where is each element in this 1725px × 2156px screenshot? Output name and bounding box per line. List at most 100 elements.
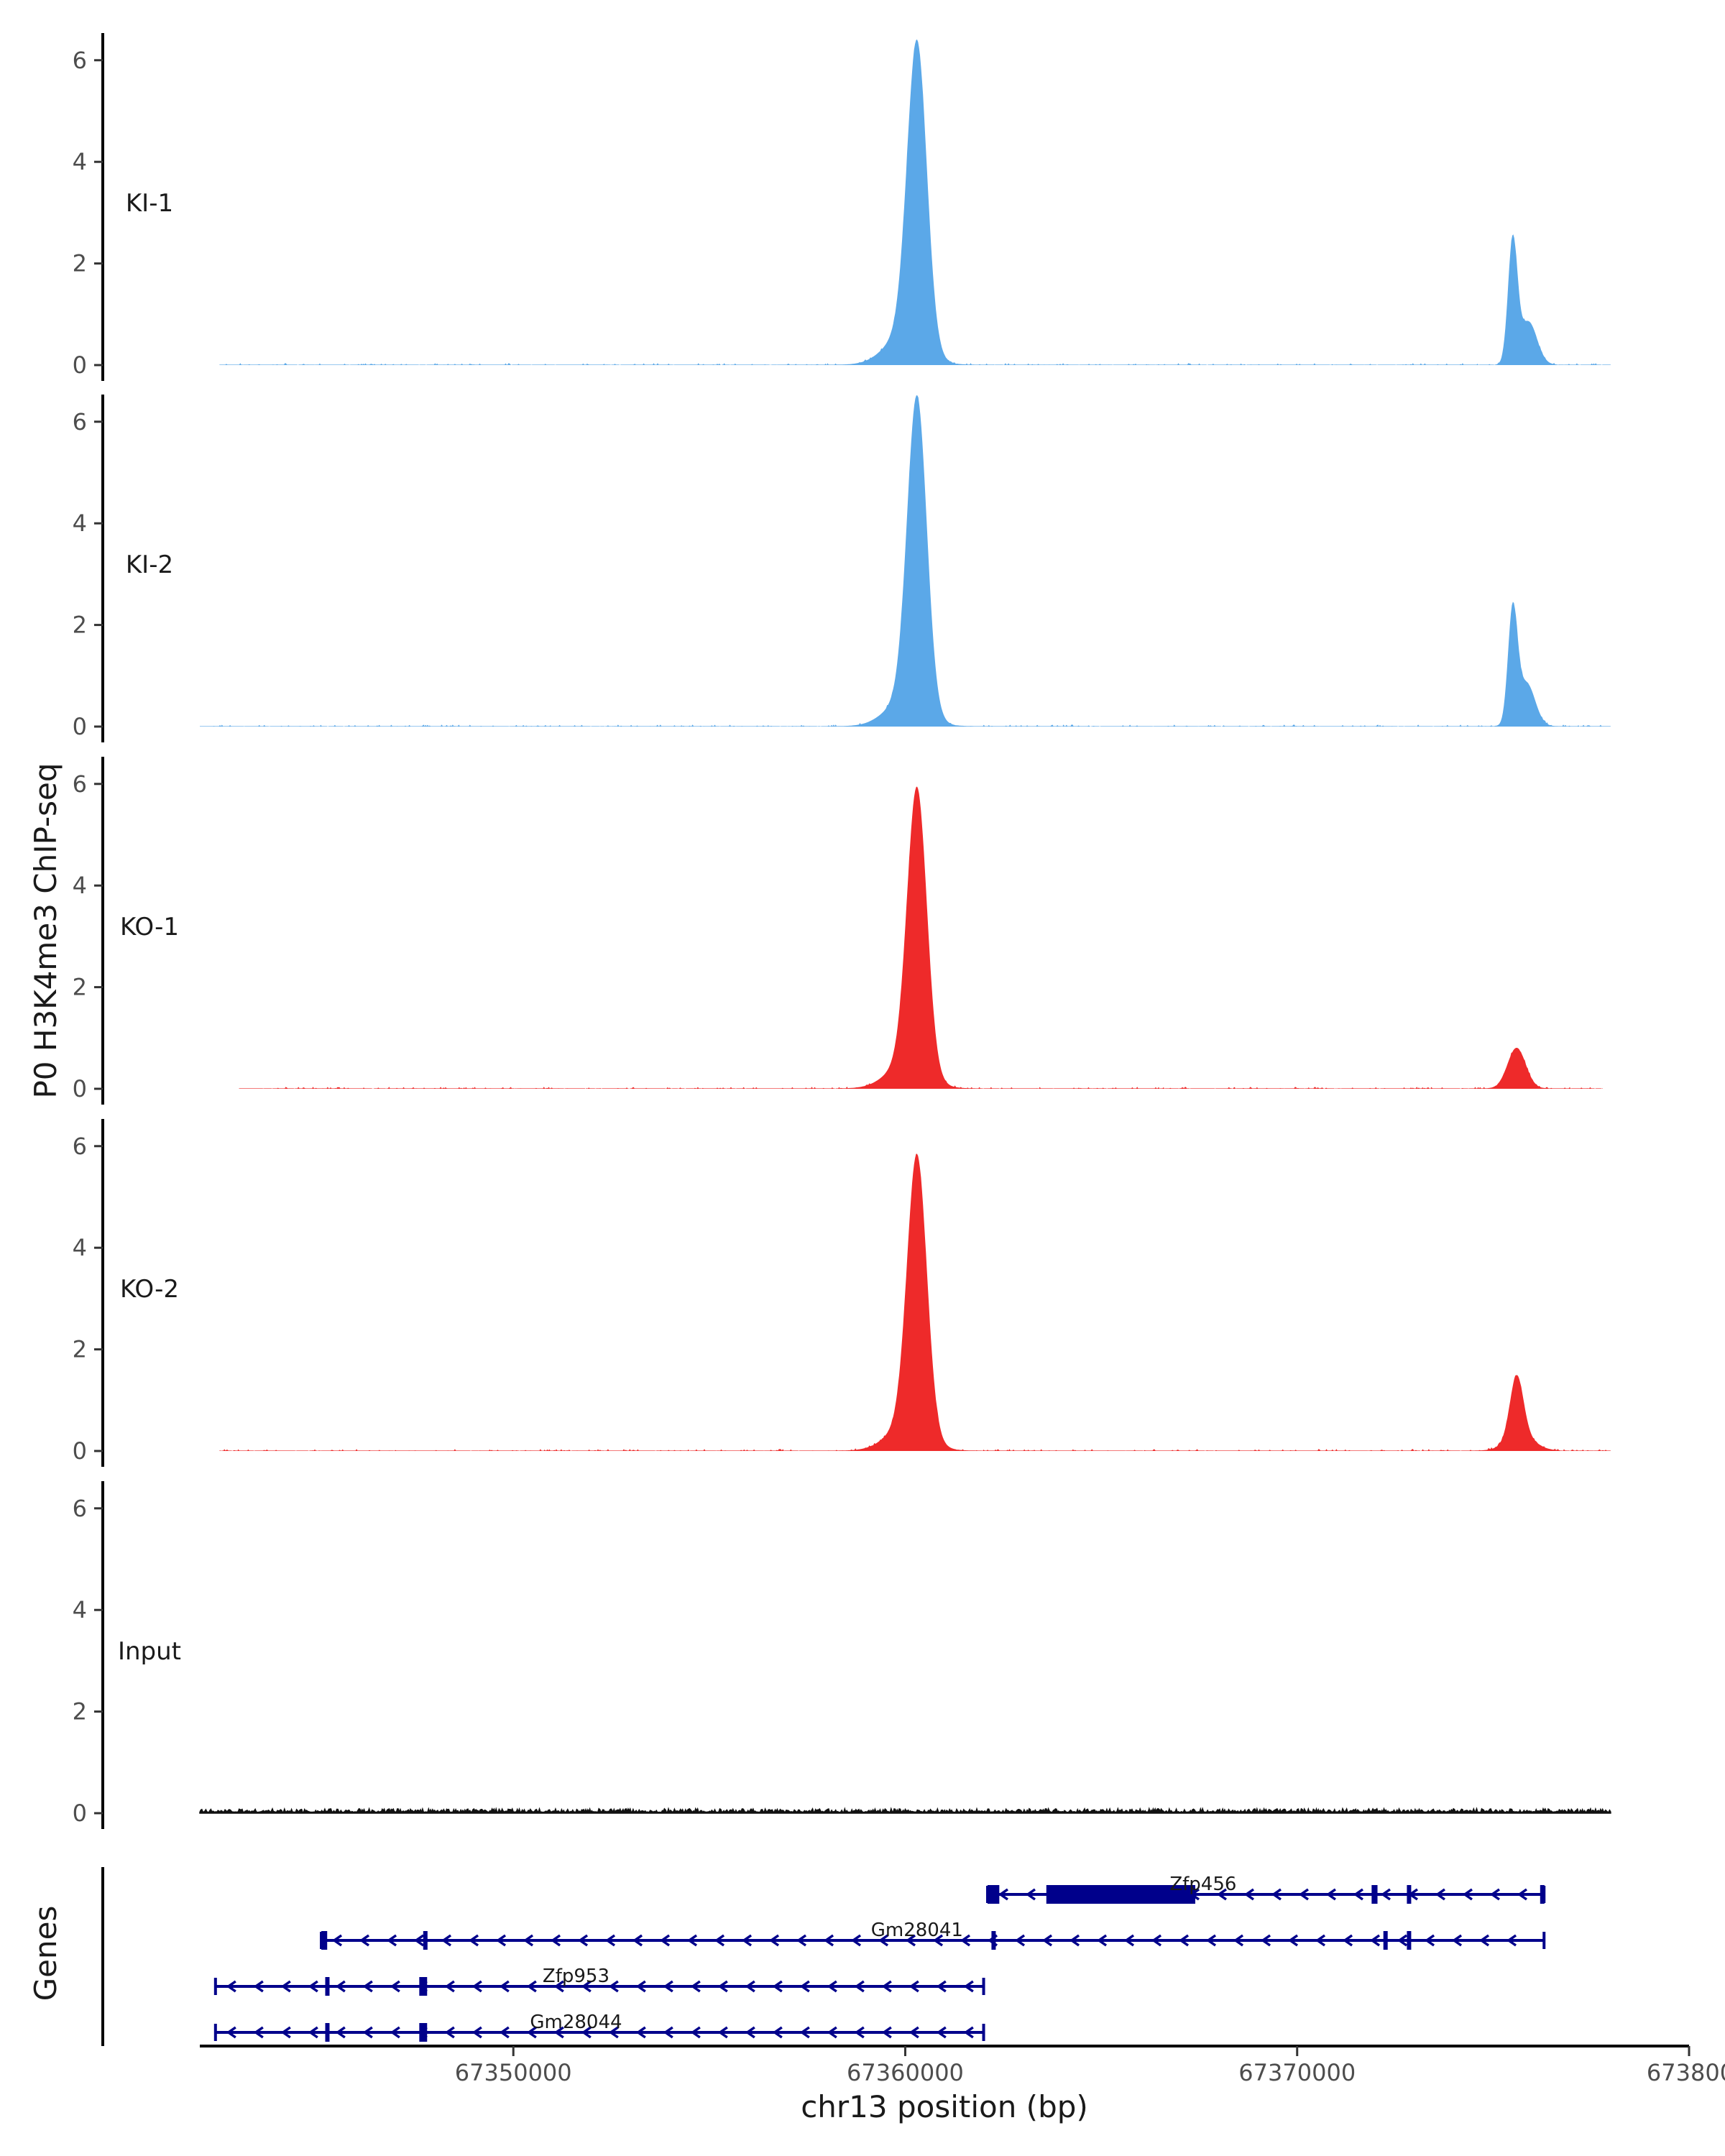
strand-arrow (390, 2026, 400, 2039)
strand-arrow (1178, 1934, 1190, 1947)
strand-arrow (1462, 1888, 1473, 1901)
strand-arrow (690, 1980, 701, 1993)
strand-arrow (441, 1934, 452, 1947)
strand-arrow (1451, 1934, 1463, 1947)
strand-arrow (908, 1980, 919, 1993)
strand-arrow (1380, 1888, 1391, 1901)
gene-annotation-track: Zfp456 Gm28041 Zfp953 Gm28044 (101, 1867, 1546, 2046)
strand-arrow (553, 2026, 564, 2039)
signal-area (219, 1153, 1611, 1451)
strand-arrow (280, 1980, 291, 1993)
track-label: KI-1 (126, 189, 173, 218)
exon (325, 1977, 330, 1996)
strand-arrow (1478, 1934, 1490, 1947)
exon (987, 1885, 1000, 1904)
y-tick-label: 0 (73, 1437, 87, 1465)
track-ki-2: 0 2 4 6 KI-2 (73, 395, 1611, 742)
strand-arrow (413, 1934, 425, 1947)
strand-arrow (717, 1980, 728, 1993)
track-ko-1: 0 2 4 6 KO-1 (73, 757, 1603, 1105)
x-tick-label: 67360000 (847, 2059, 964, 2086)
y-tick-label: 2 (73, 1336, 87, 1363)
strand-arrow (550, 1934, 561, 1947)
exon (423, 1931, 428, 1950)
track-label: Input (118, 1637, 181, 1666)
exon (1371, 1885, 1378, 1904)
strand-arrow (468, 1934, 479, 1947)
strand-arrow (226, 2026, 236, 2039)
track-ki-1: 0 2 4 6 KI-1 (73, 33, 1611, 381)
exon (991, 1931, 996, 1950)
strand-arrow (526, 1980, 537, 1993)
y-tick-label: 2 (73, 612, 87, 639)
strand-arrow (854, 2026, 865, 2039)
strand-arrow (998, 1888, 1008, 1901)
y-axis-title: P0 H3K4me3 ChIP-seq (28, 763, 63, 1098)
strand-arrow (1025, 1888, 1036, 1901)
strand-arrow (1271, 1888, 1282, 1901)
strand-arrow (632, 1934, 643, 1947)
gene-label: Zfp456 (1169, 1874, 1236, 1895)
gene-zfp456: Zfp456 (985, 1874, 1546, 1904)
track-label: KO-2 (120, 1275, 179, 1304)
strand-arrow (359, 1934, 370, 1947)
signal-area (239, 786, 1603, 1089)
strand-arrow (850, 1934, 862, 1947)
y-tick-label: 2 (73, 974, 87, 1001)
gene-label: Gm28041 (871, 1920, 963, 1941)
strand-arrow (1096, 1934, 1108, 1947)
strand-arrow (799, 1980, 810, 1993)
strand-arrow (799, 2026, 810, 2039)
strand-arrow (1243, 1888, 1254, 1901)
strand-arrow (878, 1934, 889, 1947)
signal-area (199, 1807, 1611, 1815)
strand-arrow (335, 1980, 346, 1993)
y-tick-label: 0 (73, 1800, 87, 1827)
strand-arrow (1397, 1934, 1408, 1947)
strand-arrow (768, 1934, 780, 1947)
strand-arrow (523, 1934, 534, 1947)
strand-arrow (581, 2026, 592, 2039)
gene-label: Gm28044 (530, 2012, 622, 2033)
y-tick-label: 4 (73, 872, 87, 899)
strand-arrow (717, 2026, 728, 2039)
exon (1407, 1885, 1412, 1904)
strand-arrow (1041, 1934, 1053, 1947)
strand-arrow (714, 1934, 725, 1947)
exon (1407, 1931, 1412, 1950)
y-tick-label: 0 (73, 351, 87, 379)
x-tick-label: 67370000 (1238, 2059, 1356, 2086)
strand-arrow (362, 1980, 373, 1993)
gene-zfp953: Zfp953 (213, 1966, 985, 1996)
strand-arrow (308, 1980, 318, 1993)
x-tick-label: 673800 (1647, 2059, 1725, 2086)
y-tick-label: 4 (73, 510, 87, 537)
y-tick-label: 6 (73, 770, 87, 798)
strand-arrow (553, 1980, 564, 1993)
strand-arrow (1506, 1934, 1517, 1947)
track-label: KI-2 (126, 550, 173, 579)
strand-arrow (308, 2026, 318, 2039)
exon (321, 1931, 328, 1950)
strand-arrow (1260, 1934, 1271, 1947)
strand-arrow (444, 1980, 455, 1993)
strand-arrow (362, 2026, 373, 2039)
exon (1540, 1885, 1545, 1904)
y-tick-label: 2 (73, 250, 87, 277)
strand-arrow (444, 2026, 455, 2039)
strand-arrow (1205, 1934, 1217, 1947)
strand-arrow (1216, 1888, 1227, 1901)
strand-arrow (1353, 1888, 1363, 1901)
signal-tracks: 0 2 4 6 KI-1 0 2 4 6 KI-2 0 2 4 6 KO-1 0 2 4 6 KO-2 0 2 4 6 Inpu… (73, 33, 1611, 1829)
strand-arrow (854, 1980, 865, 1993)
exon (419, 1977, 428, 1996)
strand-arrow (280, 2026, 291, 2039)
strand-arrow (1315, 1934, 1326, 1947)
strand-arrow (963, 2026, 974, 2039)
strand-arrow (472, 2026, 482, 2039)
strand-arrow (823, 1934, 834, 1947)
signal-area (219, 39, 1611, 366)
exon (419, 2023, 428, 2042)
strand-arrow (827, 1980, 837, 1993)
strand-arrow (1123, 1934, 1135, 1947)
